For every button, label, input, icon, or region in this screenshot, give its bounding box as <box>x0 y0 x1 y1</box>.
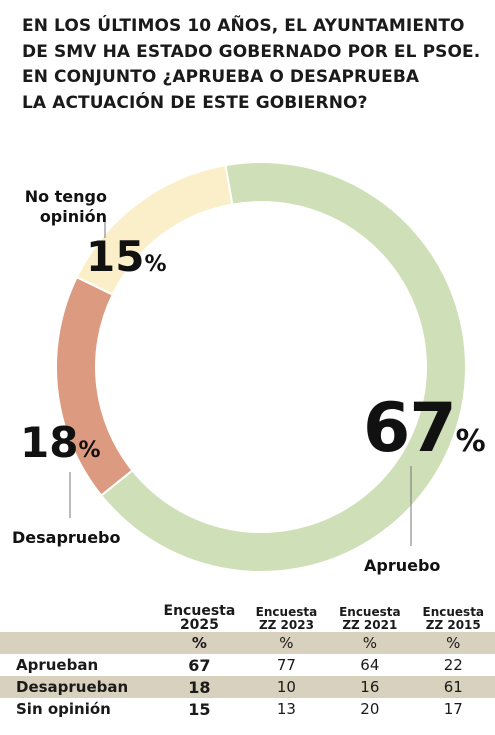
slice-no-opinion <box>75 163 234 297</box>
title-line-4: LA ACTUACIÓN DE ESTE GOBIERNO? <box>22 92 368 113</box>
value-no-opinion: 15% <box>86 236 167 278</box>
unit-zz2015: % <box>446 634 461 652</box>
cell: 64 <box>360 656 380 674</box>
survey-table: Encuesta 2025 Encuesta ZZ 2023 Encuesta ZZ … <box>0 602 495 720</box>
slice-apruebo <box>99 161 467 573</box>
value-desapruebo: 18% <box>20 422 101 464</box>
donut-chart <box>55 161 467 573</box>
table-unit-row: % % % % <box>0 632 495 654</box>
label-desapruebo: Desapruebo <box>12 528 121 547</box>
cell: 61 <box>443 678 463 696</box>
chart-title: EN LOS ÚLTIMOS 10 AÑOS, EL AYUNTAMIENTO … <box>22 14 482 116</box>
cell: 18 <box>188 677 211 697</box>
cell: 67 <box>188 655 211 675</box>
value-no-opinion-number: 15 <box>86 232 145 281</box>
cell: 20 <box>360 700 380 718</box>
table-row: Sin opinión 15 13 20 17 <box>0 698 495 720</box>
col-header-zz2021: Encuesta ZZ 2021 <box>339 605 401 632</box>
table-header-empty <box>0 602 154 632</box>
cell: 22 <box>443 656 463 674</box>
cell: 10 <box>276 678 296 696</box>
table-row: Aprueban 67 77 64 22 <box>0 654 495 676</box>
row-label: Sin opinión <box>16 700 111 718</box>
table-header-row: Encuesta 2025 Encuesta ZZ 2023 Encuesta ZZ … <box>0 602 495 632</box>
title-line-2: DE SMV HA ESTADO GOBERNADO POR EL PSOE. <box>22 41 481 62</box>
value-apruebo-sign: % <box>455 424 486 459</box>
cell: 15 <box>188 699 211 719</box>
row-label: Aprueban <box>16 656 99 674</box>
row-label: Desaprueban <box>16 678 129 696</box>
col-header-zz2023: Encuesta ZZ 2023 <box>255 605 318 632</box>
label-no-opinion: No tengo opinión <box>12 187 107 227</box>
label-no-opinion-line-2: opinión <box>39 207 107 226</box>
cell: 77 <box>276 656 296 674</box>
unit-zz2021: % <box>362 634 377 652</box>
title-line-3: EN CONJUNTO ¿APRUEBA O DESAPRUEBA <box>22 67 420 87</box>
value-desapruebo-number: 18 <box>20 418 79 467</box>
col-header-2025: Encuesta 2025 <box>163 603 236 633</box>
value-desapruebo-sign: % <box>78 438 101 463</box>
value-no-opinion-sign: % <box>144 252 167 277</box>
value-apruebo: 67% <box>363 395 486 463</box>
label-apruebo: Apruebo <box>364 556 441 575</box>
unit-2025: % <box>191 634 207 652</box>
table-row: Desaprueban 18 10 16 61 <box>0 676 495 698</box>
cell: 16 <box>360 678 380 696</box>
title-line-1: EN LOS ÚLTIMOS 10 AÑOS, EL AYUNTAMIENTO <box>22 16 465 36</box>
label-no-opinion-line-1: No tengo <box>24 187 107 206</box>
col-header-zz2015: Encuesta ZZ 2015 <box>422 605 485 632</box>
cell: 17 <box>443 700 463 718</box>
cell: 13 <box>276 700 296 718</box>
value-apruebo-number: 67 <box>363 389 457 468</box>
unit-zz2023: % <box>279 634 294 652</box>
